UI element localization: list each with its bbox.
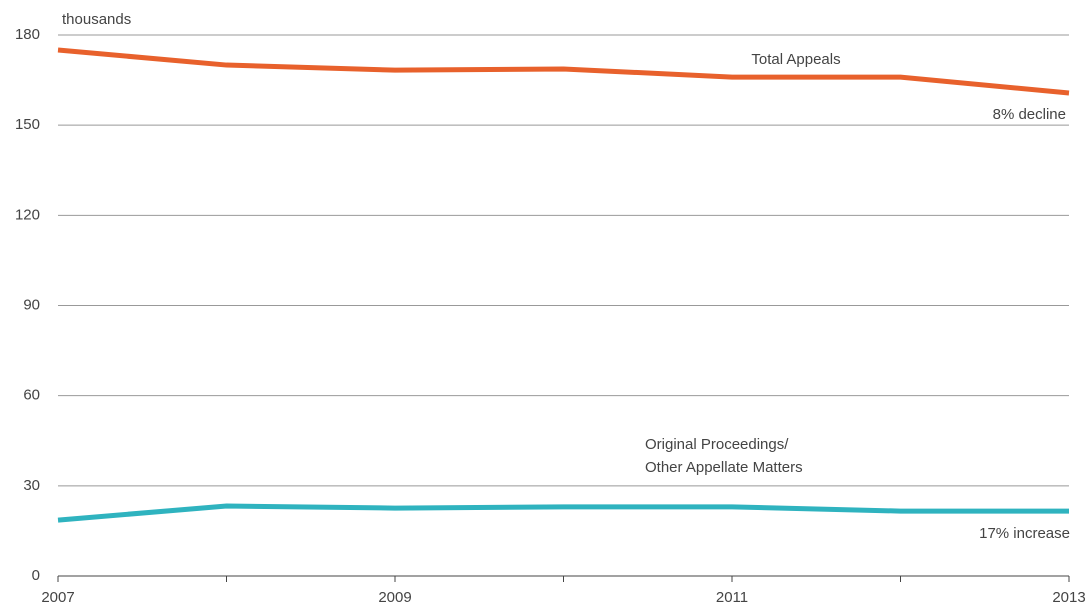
annotation: Original Proceedings/ (645, 436, 789, 453)
x-tick-label: 2011 (716, 589, 748, 606)
line (57, 503, 1069, 523)
annotation: Total Appeals (751, 51, 840, 68)
y-tick-label: 180 (15, 26, 40, 43)
x-tick-label: 2009 (378, 589, 411, 606)
y-tick-label: 120 (15, 206, 40, 223)
y-tick-label: 0 (32, 567, 40, 584)
x-tick-label: 2013 (1052, 589, 1085, 606)
annotation: 8% decline (993, 106, 1066, 123)
y-tick-label: 90 (23, 296, 40, 313)
y-tick-label: 150 (15, 116, 40, 133)
annotation: thousands (62, 11, 131, 28)
annotation: Other Appellate Matters (645, 459, 803, 476)
y-tick-label: 30 (23, 477, 40, 494)
line (57, 47, 1070, 96)
x-tick-label: 2007 (41, 589, 74, 606)
y-tick-label: 60 (23, 387, 40, 404)
annotation: 17% increase (979, 525, 1070, 542)
